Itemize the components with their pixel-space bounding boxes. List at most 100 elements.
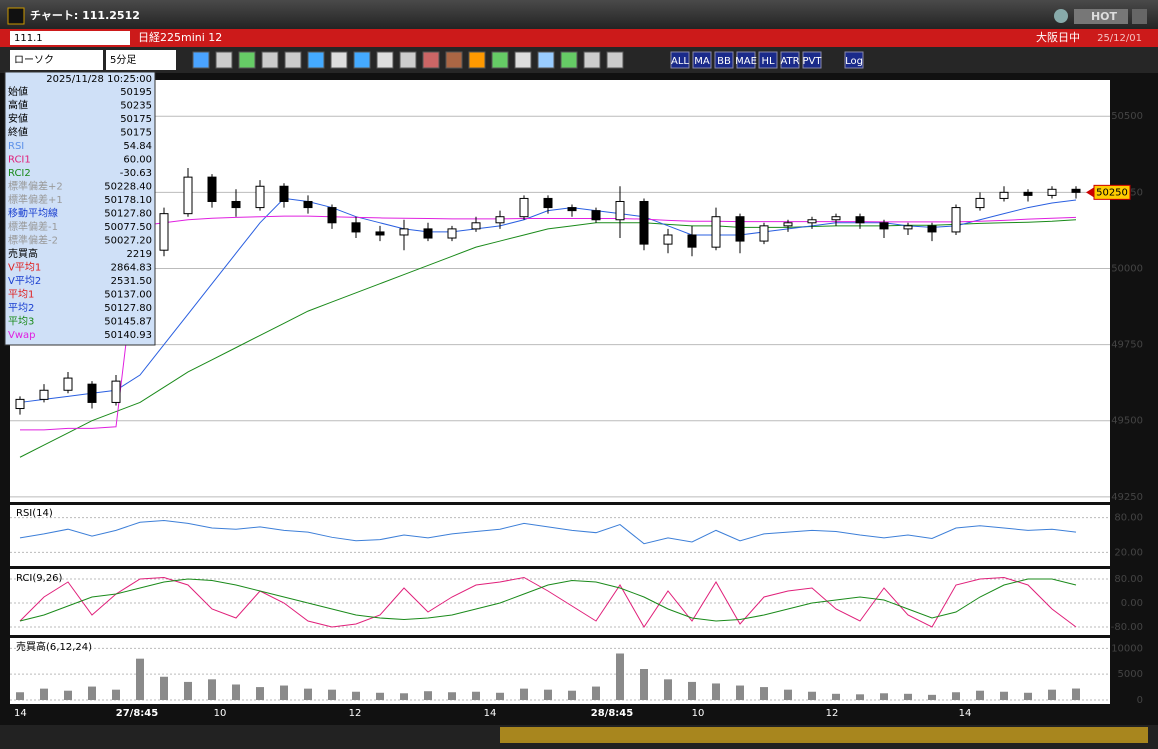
volume-bar [208, 679, 216, 700]
tool-button[interactable] [670, 51, 690, 69]
tool-button[interactable] [714, 51, 734, 69]
tool-button[interactable] [736, 51, 756, 69]
info-label: 平均3 [8, 316, 34, 328]
title-bar [0, 0, 1158, 30]
x-tick-label: 14 [959, 708, 972, 719]
tool-button[interactable] [399, 51, 417, 69]
volume-bar [448, 692, 456, 700]
candle-body [471, 222, 481, 230]
candle-body [231, 200, 241, 209]
candle-body [903, 225, 913, 230]
info-value: 50127.80 [104, 303, 152, 314]
symbol-input[interactable] [10, 31, 130, 45]
info-label: V平均1 [8, 262, 41, 274]
tool-button[interactable] [284, 51, 302, 69]
current-price-arrow [1086, 187, 1094, 198]
info-value: 50175 [120, 114, 152, 125]
tool-button[interactable] [537, 51, 555, 69]
tool-button[interactable] [583, 51, 601, 69]
hot-label: HOT [1091, 10, 1118, 23]
volume-bar [664, 679, 672, 700]
tool-button[interactable] [307, 51, 325, 69]
volume-bar [712, 683, 720, 700]
tool-button-label: MAE [735, 56, 757, 67]
y-tick-label: 49250 [1111, 492, 1143, 503]
info-label: 始値 [8, 85, 28, 98]
info-label: 標準偏差+2 [8, 180, 63, 193]
x-tick-label: 14 [14, 708, 27, 719]
volume-bar [16, 692, 24, 700]
volume-bar [616, 653, 624, 700]
candle-body [375, 231, 385, 236]
x-tick-label: 12 [349, 708, 362, 719]
volume-bar [688, 681, 696, 700]
candle-body [711, 216, 721, 248]
style-select[interactable] [10, 50, 103, 70]
panel-title: RCI(9,26) [16, 573, 63, 584]
help-button[interactable] [1054, 9, 1068, 23]
rsi-panel [10, 505, 1110, 566]
interval-select[interactable] [106, 50, 176, 70]
candle-body [687, 234, 697, 248]
close-button[interactable] [1132, 9, 1147, 24]
candle-body [1071, 188, 1081, 193]
tool-button[interactable] [780, 51, 800, 69]
current-price-label: 50250 [1096, 187, 1128, 198]
tool-button[interactable] [606, 51, 624, 69]
tool-button[interactable] [468, 51, 486, 69]
tool-button[interactable] [261, 51, 279, 69]
candle-body [1023, 191, 1033, 196]
candle-body [639, 200, 649, 245]
candle-body [567, 207, 577, 212]
info-label: 高値 [8, 99, 28, 112]
tool-button[interactable] [491, 51, 509, 69]
tool-button[interactable] [192, 51, 210, 69]
tool-button[interactable] [844, 51, 864, 69]
tool-button[interactable] [376, 51, 394, 69]
tool-button-label: PVT [803, 56, 823, 67]
x-tick-label: 12 [826, 708, 839, 719]
x-tick-label: 28/8:45 [591, 708, 633, 719]
tool-button[interactable] [560, 51, 578, 69]
volume-bar [544, 689, 552, 700]
candle-body [1047, 188, 1057, 196]
tool-button[interactable] [422, 51, 440, 69]
tool-button[interactable] [353, 51, 371, 69]
candle-body [975, 197, 985, 209]
scroll-thumb[interactable] [500, 727, 1148, 743]
info-value: 50228.40 [104, 182, 152, 193]
tool-button[interactable] [802, 51, 822, 69]
info-datetime: 2025/11/28 10:25:00 [46, 74, 152, 85]
tool-button[interactable] [238, 51, 256, 69]
volume-bar [1000, 691, 1008, 700]
info-value: 50175 [120, 128, 152, 139]
hot-button[interactable] [1074, 9, 1128, 24]
info-label: 終値 [8, 126, 28, 139]
candle-body [39, 389, 49, 400]
info-panel [4, 71, 156, 346]
tool-button[interactable] [692, 51, 712, 69]
tool-button[interactable] [514, 51, 532, 69]
volume-bar [40, 688, 48, 700]
tool-button[interactable] [215, 51, 233, 69]
candle-body [15, 398, 25, 410]
tool-button[interactable] [445, 51, 463, 69]
candle-body [279, 185, 289, 202]
volume-bar [472, 691, 480, 700]
volume-bar [376, 692, 384, 700]
candle-body [615, 200, 625, 221]
candle-body [351, 222, 361, 233]
volume-bar [136, 658, 144, 700]
volume-bar [928, 694, 936, 700]
date: 25/12/01 [1097, 33, 1142, 44]
candle-body [831, 216, 841, 221]
candle-body [303, 200, 313, 209]
symbol-text: 111.1 [14, 33, 43, 44]
tool-button[interactable] [330, 51, 348, 69]
volume-bar [184, 681, 192, 700]
candle-body [783, 222, 793, 227]
candle-body [999, 191, 1009, 199]
info-value: 2219 [127, 249, 152, 260]
tool-button[interactable] [758, 51, 778, 69]
info-label: 標準偏差-1 [8, 220, 58, 233]
